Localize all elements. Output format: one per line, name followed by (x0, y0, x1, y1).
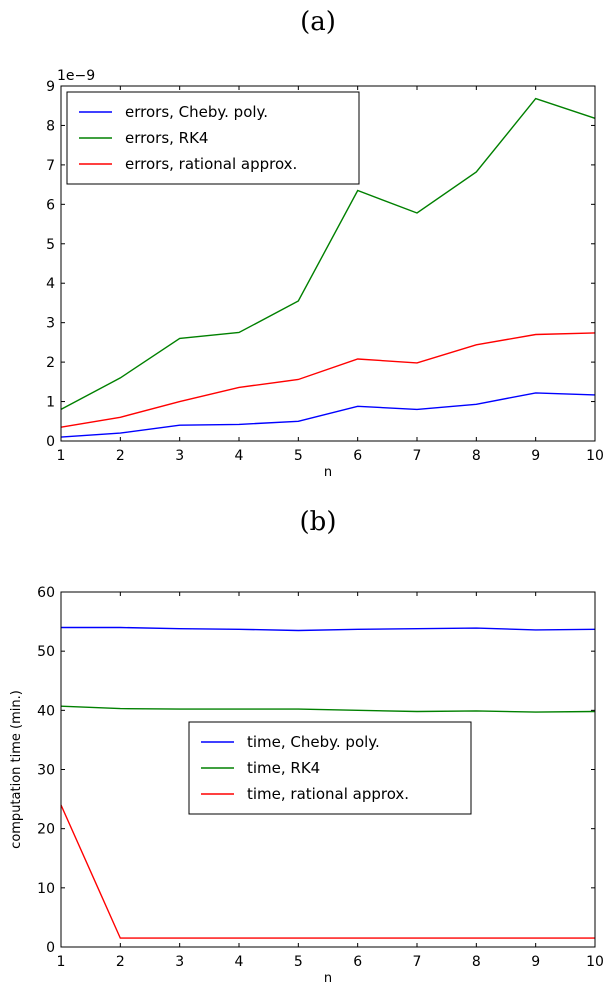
y-axis-label: computation time (min.) (9, 690, 24, 849)
series-line (60, 392, 596, 438)
y-tick-label: 10 (37, 881, 55, 897)
x-tick-label: 5 (294, 954, 303, 970)
x-tick-label: 1 (57, 954, 66, 970)
legend-label: errors, rational approx. (125, 155, 297, 173)
y-tick-label: 30 (37, 763, 55, 779)
x-axis-label: n (324, 465, 332, 480)
x-tick-label: 9 (531, 448, 540, 464)
y-tick-label: 20 (37, 822, 55, 838)
legend-label: time, RK4 (247, 759, 320, 777)
legend-label: errors, RK4 (125, 129, 208, 147)
y-tick-label: 8 (46, 118, 55, 134)
y-tick-label: 6 (46, 197, 55, 213)
y-tick-label: 40 (37, 703, 55, 719)
legend-box (66, 91, 360, 185)
x-tick-label: 2 (116, 954, 125, 970)
panel-a-label: (a) (300, 7, 336, 37)
x-tick-label: 4 (235, 954, 244, 970)
x-tick-label: 7 (413, 448, 422, 464)
x-tick-label: 3 (175, 954, 184, 970)
y-tick-label: 0 (46, 940, 55, 956)
x-tick-label: 2 (116, 448, 125, 464)
legend-label: time, Cheby. poly. (247, 733, 380, 751)
x-tick-label: 9 (531, 954, 540, 970)
series-line (60, 705, 596, 713)
x-tick-label: 6 (353, 954, 362, 970)
y-tick-label: 3 (46, 316, 55, 332)
legend-label: time, rational approx. (247, 785, 409, 803)
y-scale-label: 1e−9 (57, 68, 95, 84)
series-line (61, 626, 596, 632)
x-tick-label: 6 (353, 448, 362, 464)
x-axis-label: n (324, 971, 332, 983)
y-tick-label: 5 (46, 237, 55, 253)
legend-label: errors, Cheby. poly. (125, 103, 268, 121)
legend-box (188, 721, 472, 815)
x-tick-label: 4 (235, 448, 244, 464)
series-line (60, 97, 596, 411)
series-line (60, 804, 595, 939)
plot-frame (60, 85, 596, 442)
y-tick-label: 7 (46, 158, 55, 174)
x-tick-label: 10 (586, 954, 604, 970)
chart-computation-time: 1 2 3 4 5 6 7 8 9 10 0 10 20 30 40 50 60 n computation tim… (9, 585, 604, 983)
x-tick-label: 8 (472, 448, 481, 464)
x-tick-label: 3 (175, 448, 184, 464)
x-tick-label: 10 (586, 448, 604, 464)
x-tick-label: 1 (57, 448, 66, 464)
y-tick-label: 60 (37, 585, 55, 601)
panel-b-label: (b) (300, 507, 337, 537)
x-tick-label: 8 (472, 954, 481, 970)
x-tick-label: 5 (294, 448, 303, 464)
y-tick-label: 50 (37, 644, 55, 660)
x-tick-label: 7 (413, 954, 422, 970)
y-tick-label: 2 (46, 355, 55, 371)
y-tick-label: 0 (46, 434, 55, 450)
y-tick-label: 9 (46, 79, 55, 95)
y-tick-label: 4 (46, 276, 55, 292)
series-line (60, 332, 596, 428)
y-tick-label: 1 (46, 395, 55, 411)
